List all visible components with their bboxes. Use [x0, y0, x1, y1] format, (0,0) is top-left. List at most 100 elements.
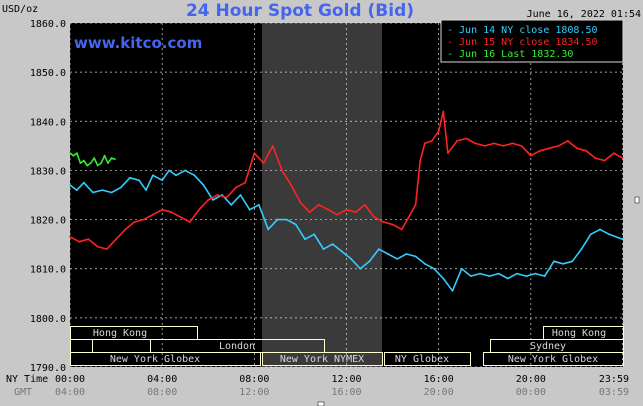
data-point-jun14: [470, 275, 472, 277]
data-point-jun15: [465, 137, 468, 140]
data-point-jun14: [414, 255, 417, 258]
watermark-kitco: www.kitco.com: [74, 34, 202, 52]
market-label: New York NYMEX: [280, 354, 364, 365]
data-point-jun15: [308, 211, 311, 214]
chart-title: 24 Hour Spot Gold (Bid): [186, 1, 414, 21]
data-point-jun15: [612, 152, 615, 155]
series-jun15: [69, 110, 624, 251]
data-point-jun14: [248, 208, 251, 211]
data-point-jun14: [479, 272, 481, 275]
market-new-york-nymex: New York NYMEX: [262, 352, 383, 366]
data-point-jun16: [69, 152, 71, 155]
data-point-jun15: [430, 140, 433, 142]
data-point-jun14: [276, 218, 279, 221]
data-point-jun16: [86, 164, 89, 167]
series-jun14: [69, 169, 624, 292]
data-point-jun14: [82, 181, 85, 184]
data-point-jun15: [87, 238, 90, 241]
data-point-jun15: [493, 142, 495, 145]
y-tick-label: 1840.0: [30, 117, 66, 128]
data-point-jun14: [239, 194, 242, 196]
data-point-jun15: [576, 147, 578, 150]
data-point-jun15: [447, 152, 449, 155]
data-point-jun15: [106, 248, 108, 251]
data-point-jun15: [198, 208, 200, 211]
data-point-jun15: [364, 203, 366, 206]
scroll-handle-right[interactable]: [634, 196, 640, 204]
data-point-jun15: [382, 221, 385, 223]
data-point-jun15: [419, 159, 422, 162]
data-point-jun16: [100, 162, 102, 165]
data-point-jun14: [451, 289, 454, 292]
data-point-jun15: [373, 216, 375, 219]
data-point-jun15: [407, 216, 410, 219]
market-box: [70, 352, 261, 366]
x-tick-label-gmt: 12:00: [239, 387, 269, 398]
scroll-handle-bottom[interactable]: [317, 401, 325, 406]
data-point-jun14: [571, 260, 574, 263]
data-point-jun15: [170, 211, 173, 214]
data-point-jun14: [193, 174, 196, 177]
data-point-jun15: [520, 145, 523, 147]
data-point-jun15: [603, 159, 606, 162]
data-point-jun15: [299, 201, 302, 204]
y-tick-label: 1850.0: [30, 68, 66, 79]
date-label: June 16, 2022 01:54: [527, 9, 641, 20]
data-point-jun16: [89, 162, 92, 165]
data-point-jun15: [594, 157, 597, 160]
x-tick-label-ny: 00:00: [55, 374, 85, 385]
legend-entry-jun16: - Jun 16 Last 1832.30: [447, 49, 573, 60]
data-point-jun15: [318, 203, 320, 206]
data-point-jun14: [488, 275, 491, 277]
data-point-jun14: [543, 275, 546, 277]
data-point-jun15: [502, 145, 505, 147]
data-point-jun15: [207, 199, 210, 201]
data-point-jun15: [585, 149, 587, 152]
data-point-jun14: [161, 179, 164, 182]
data-point-jun14: [175, 174, 177, 177]
ny-time-axis-label: NY Time: [6, 374, 48, 385]
data-point-jun15: [271, 145, 274, 147]
data-point-jun15: [437, 130, 440, 133]
data-point-jun14: [341, 250, 343, 253]
data-point-jun15: [262, 162, 265, 165]
x-tick-label-ny: 08:00: [239, 374, 269, 385]
data-point-jun15: [244, 181, 247, 184]
data-point-jun14: [331, 243, 334, 246]
data-point-jun15: [216, 194, 219, 196]
data-point-jun14: [506, 277, 509, 280]
data-point-jun14: [621, 238, 624, 241]
y-tick-label: 1810.0: [30, 265, 66, 276]
nymex-session-band: [262, 23, 382, 367]
data-point-jun15: [442, 110, 445, 113]
market-box: [483, 352, 624, 366]
data-point-jun14: [553, 260, 555, 263]
data-point-jun16: [107, 162, 109, 165]
data-point-jun15: [253, 152, 256, 155]
data-point-jun15: [548, 147, 551, 150]
data-point-jun15: [161, 208, 164, 211]
data-point-jun14: [359, 267, 362, 270]
data-point-jun14: [230, 203, 233, 206]
data-point-jun15: [345, 208, 348, 211]
market-label: London: [219, 341, 255, 352]
data-point-jun14: [129, 176, 131, 179]
x-tick-label-gmt: 08:00: [147, 387, 177, 398]
data-point-jun15: [225, 196, 228, 199]
data-point-jun15: [78, 240, 81, 243]
data-point-jun14: [212, 199, 214, 201]
market-label: NY Globex: [395, 354, 449, 365]
data-point-jun14: [76, 189, 78, 192]
data-point-jun15: [281, 169, 283, 172]
data-point-jun14: [313, 233, 316, 236]
legend: - Jun 14 NY close 1808.50 - Jun 15 NY cl…: [440, 19, 624, 63]
data-point-jun15: [456, 140, 458, 142]
data-point-jun15: [115, 238, 117, 241]
y-tick-label: 1800.0: [30, 314, 66, 325]
data-point-jun16: [76, 152, 78, 155]
unit-label: USD/oz: [2, 4, 38, 15]
market-new-york-globex: New York Globex: [70, 352, 261, 366]
market-label: Hong Kong: [552, 328, 606, 339]
